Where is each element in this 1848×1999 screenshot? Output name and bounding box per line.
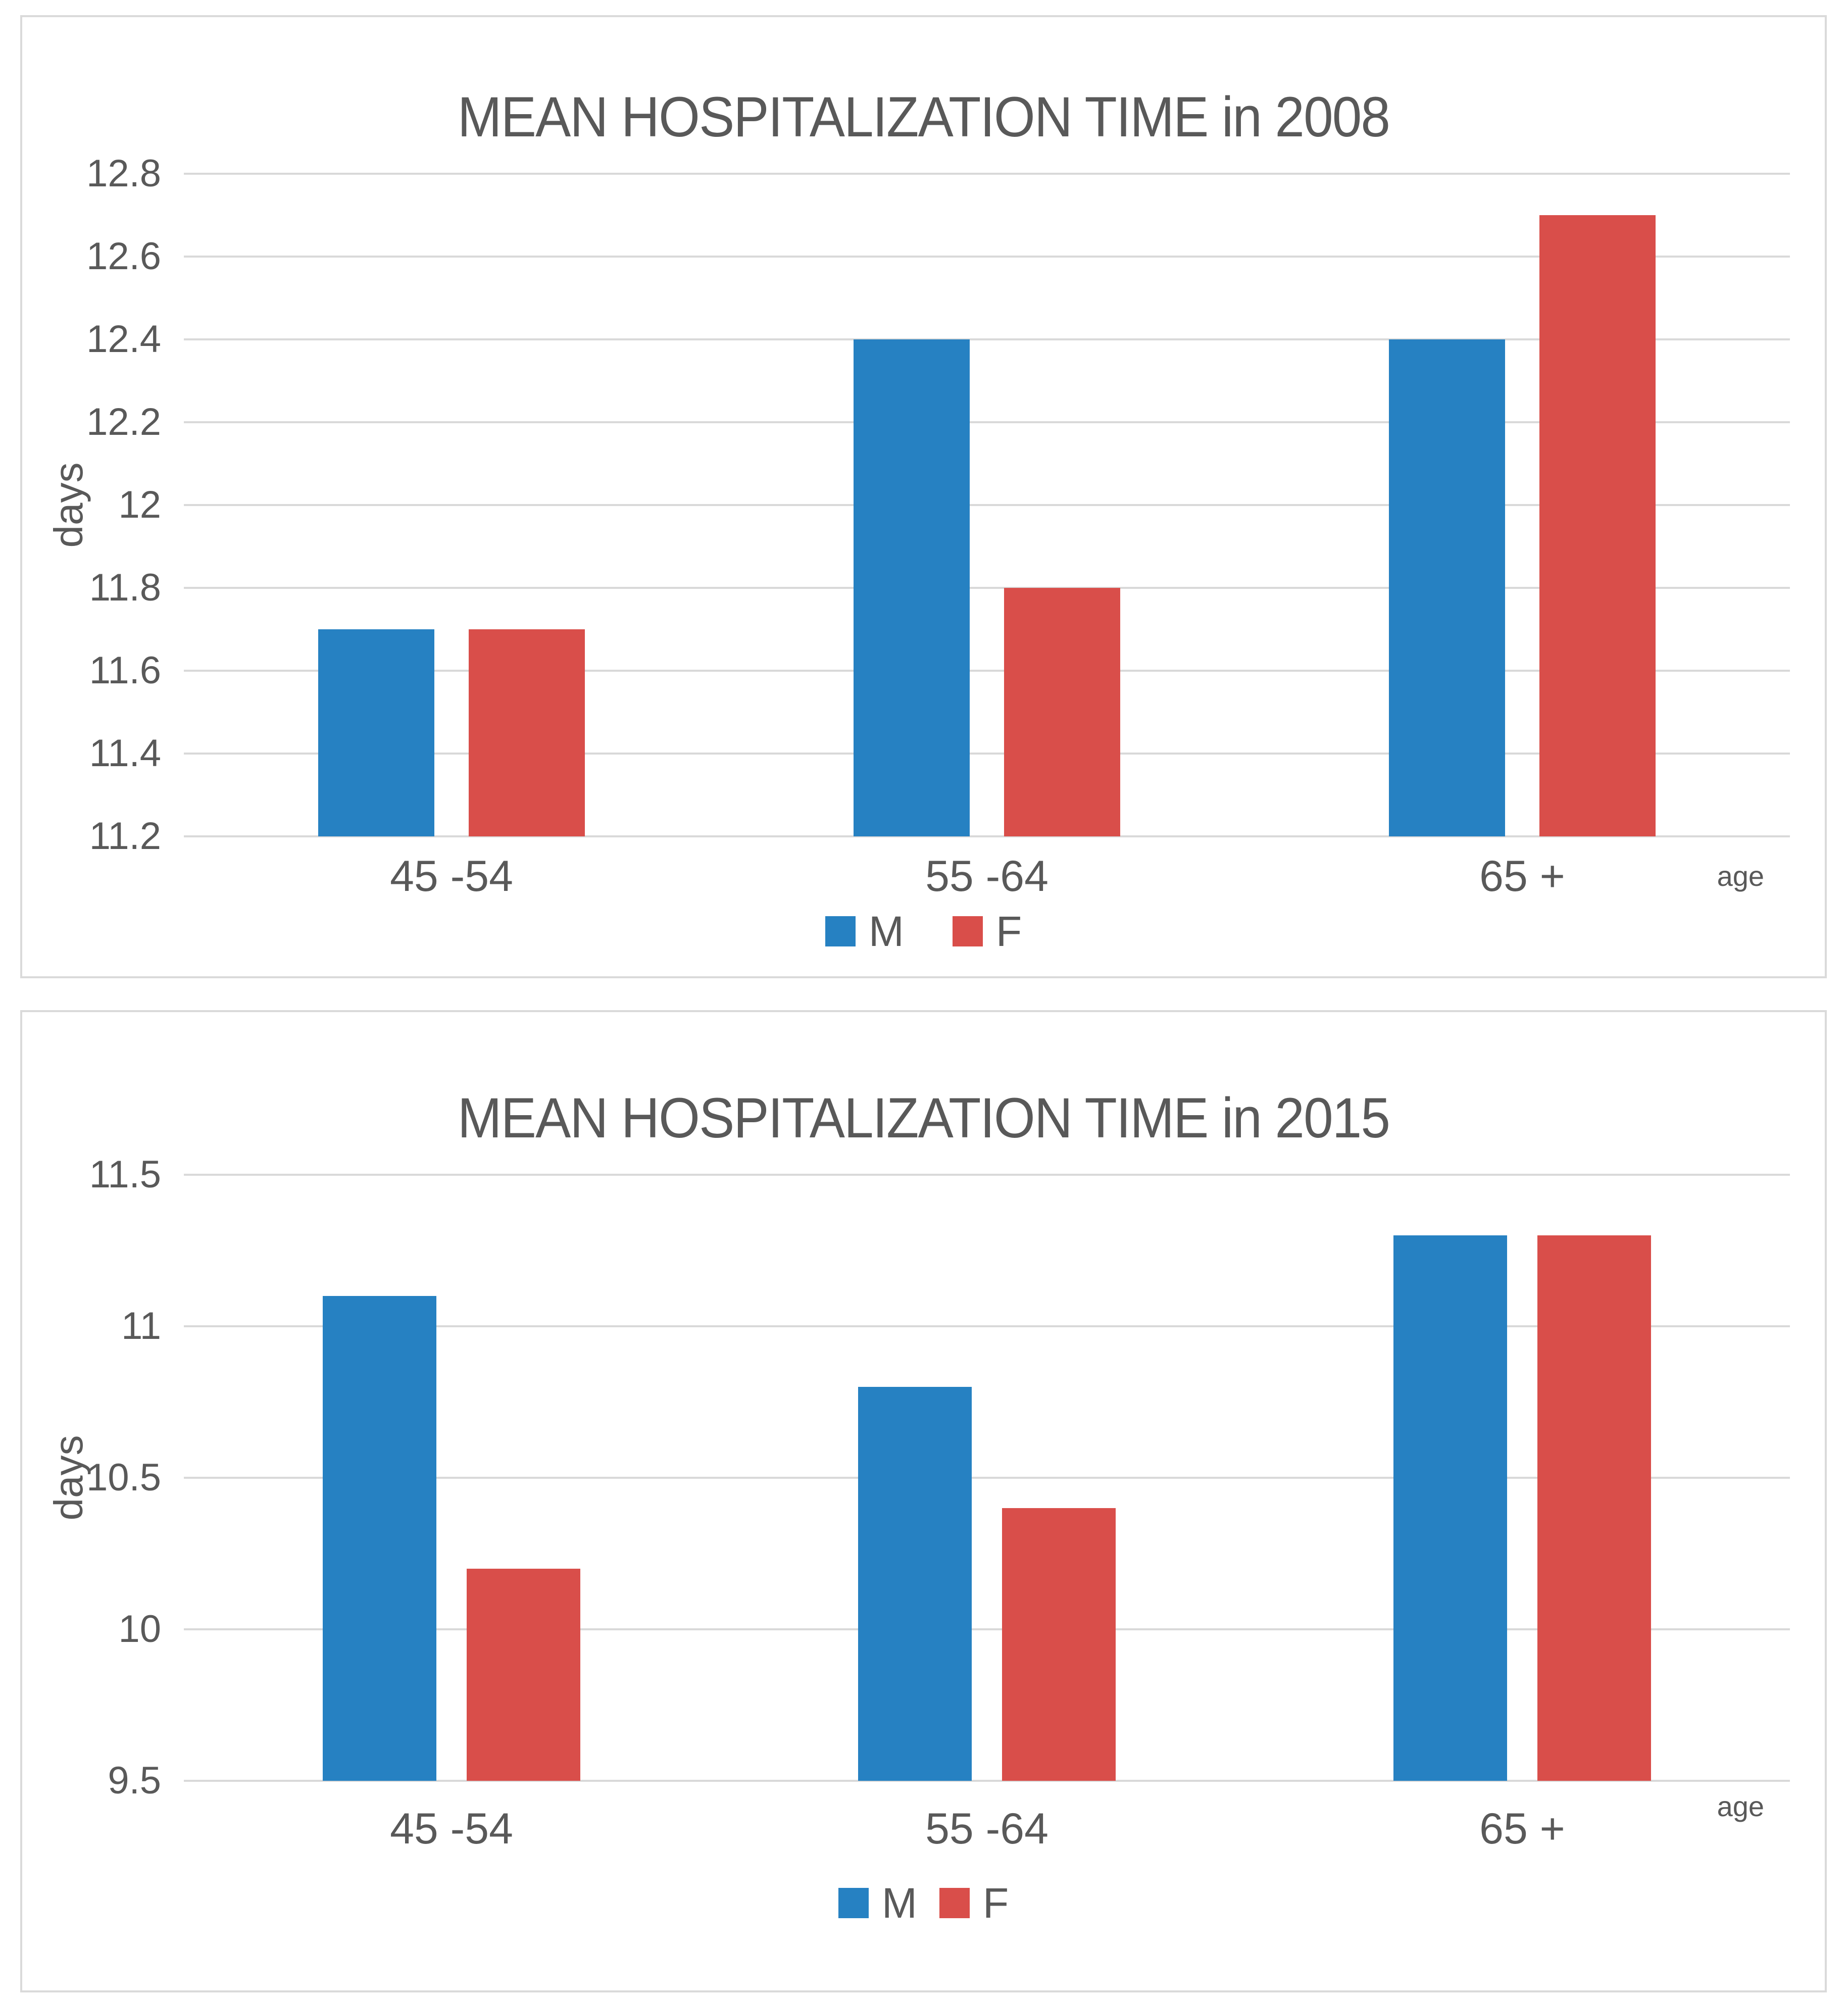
chart-title-2015: MEAN HOSPITALIZATION TIME in 2015: [457, 1086, 1390, 1150]
gridline: [184, 753, 1790, 755]
bar-f-65+: [1537, 1235, 1651, 1781]
bar-group-45-54: [184, 1175, 719, 1781]
plot-area-2015: 11.5 11 10.5 10 9.5: [86, 1156, 1790, 1800]
bar-f-45-54: [467, 1569, 580, 1781]
y-axis-tick-label: 12.4: [86, 318, 161, 361]
x-axis-labels-2008: 45 -54 55 -64 65 +: [184, 852, 1790, 902]
legend-label-f: F: [982, 1879, 1009, 1927]
y-axis-tick-label: 12.6: [86, 235, 161, 278]
legend-label-m: M: [881, 1879, 917, 1927]
gridline: [184, 338, 1790, 340]
chart-panel-2015: MEAN HOSPITALIZATION TIME in 2015 days 1…: [20, 1010, 1827, 1992]
y-axis-tick-label: 11.6: [89, 649, 161, 692]
gridline: [184, 504, 1790, 506]
y-axis-tick-label: 10: [118, 1608, 161, 1651]
bar-m-55-64: [854, 339, 970, 836]
y-axis-tick-label: 9.5: [108, 1759, 161, 1802]
bar-m-55-64: [858, 1387, 972, 1781]
chart-panel-2008: MEAN HOSPITALIZATION TIME in 2008 days 1…: [20, 15, 1827, 978]
x-category-label: 65 +: [1479, 852, 1565, 901]
bar-f-55-64: [1002, 1508, 1116, 1781]
bar-f-55-64: [1004, 588, 1120, 836]
x-axis-title-age: age: [1717, 860, 1764, 892]
gridline: [184, 1325, 1790, 1327]
legend-item-m: M: [825, 910, 904, 953]
gridline: [184, 835, 1790, 837]
legend-label-f: F: [995, 908, 1022, 955]
bar-m-65+: [1393, 1235, 1507, 1781]
gridline: [184, 1628, 1790, 1630]
y-axis-title-days: days: [46, 462, 91, 548]
y-axis-tick-label: 12.2: [86, 401, 161, 443]
y-axis-tick-label: 12: [118, 483, 161, 526]
x-axis-title-age: age: [1717, 1790, 1764, 1822]
bar-group-55-64: [719, 174, 1255, 836]
y-axis-tick-label: 11.2: [89, 815, 161, 858]
gridline: [184, 1174, 1790, 1176]
gridline: [184, 1477, 1790, 1479]
bar-series-layer: [184, 1175, 1790, 1781]
bar-group-65+: [1255, 1175, 1790, 1781]
bar-group-55-64: [719, 1175, 1255, 1781]
x-category-label: 45 -54: [390, 852, 513, 901]
legend-item-f: F: [952, 908, 1022, 955]
y-axis-tick-label: 10.5: [86, 1456, 161, 1499]
gridline: [184, 256, 1790, 258]
bar-group-65+: [1255, 174, 1790, 836]
gridline: [184, 173, 1790, 175]
bar-m-45-54: [318, 629, 434, 836]
legend-item-f: F: [939, 1882, 1009, 1924]
legend-label-m: M: [868, 908, 904, 955]
bar-group-45-54: [184, 174, 719, 836]
x-category-label: 55 -64: [925, 1805, 1048, 1853]
legend-swatch-f: [952, 916, 983, 946]
legend-swatch-m: [838, 1888, 869, 1918]
legend-swatch-m: [825, 916, 856, 946]
gridline: [184, 670, 1790, 672]
gridline: [184, 421, 1790, 423]
y-axis-title-days: days: [46, 1435, 91, 1521]
x-axis-labels-2015: 45 -54 55 -64 65 +: [184, 1804, 1790, 1854]
bar-series-layer: [184, 174, 1790, 836]
bar-m-65+: [1389, 339, 1505, 836]
bar-m-45-54: [323, 1296, 436, 1781]
gridline: [184, 1780, 1790, 1782]
y-axis-tick-label: 12.8: [86, 152, 161, 195]
x-category-label: 65 +: [1479, 1805, 1565, 1853]
gridline: [184, 587, 1790, 589]
chart-title-2008: MEAN HOSPITALIZATION TIME in 2008: [457, 85, 1390, 148]
y-axis-tick-label: 11.4: [89, 732, 161, 775]
y-axis-tick-label: 11: [121, 1305, 161, 1347]
x-category-label: 55 -64: [925, 852, 1048, 901]
legend-swatch-f: [939, 1888, 970, 1918]
bar-f-45-54: [469, 629, 585, 836]
legend-item-m: M: [838, 1882, 917, 1924]
bar-f-65+: [1539, 215, 1656, 836]
y-axis-tick-label: 11.5: [89, 1153, 161, 1196]
plot-area-2008: 12.8 12.6 12.4 12.2 12 11.8 11.6 11.4 11.2: [86, 155, 1790, 856]
x-category-label: 45 -54: [390, 1805, 513, 1853]
y-axis-tick-label: 11.8: [89, 566, 161, 609]
